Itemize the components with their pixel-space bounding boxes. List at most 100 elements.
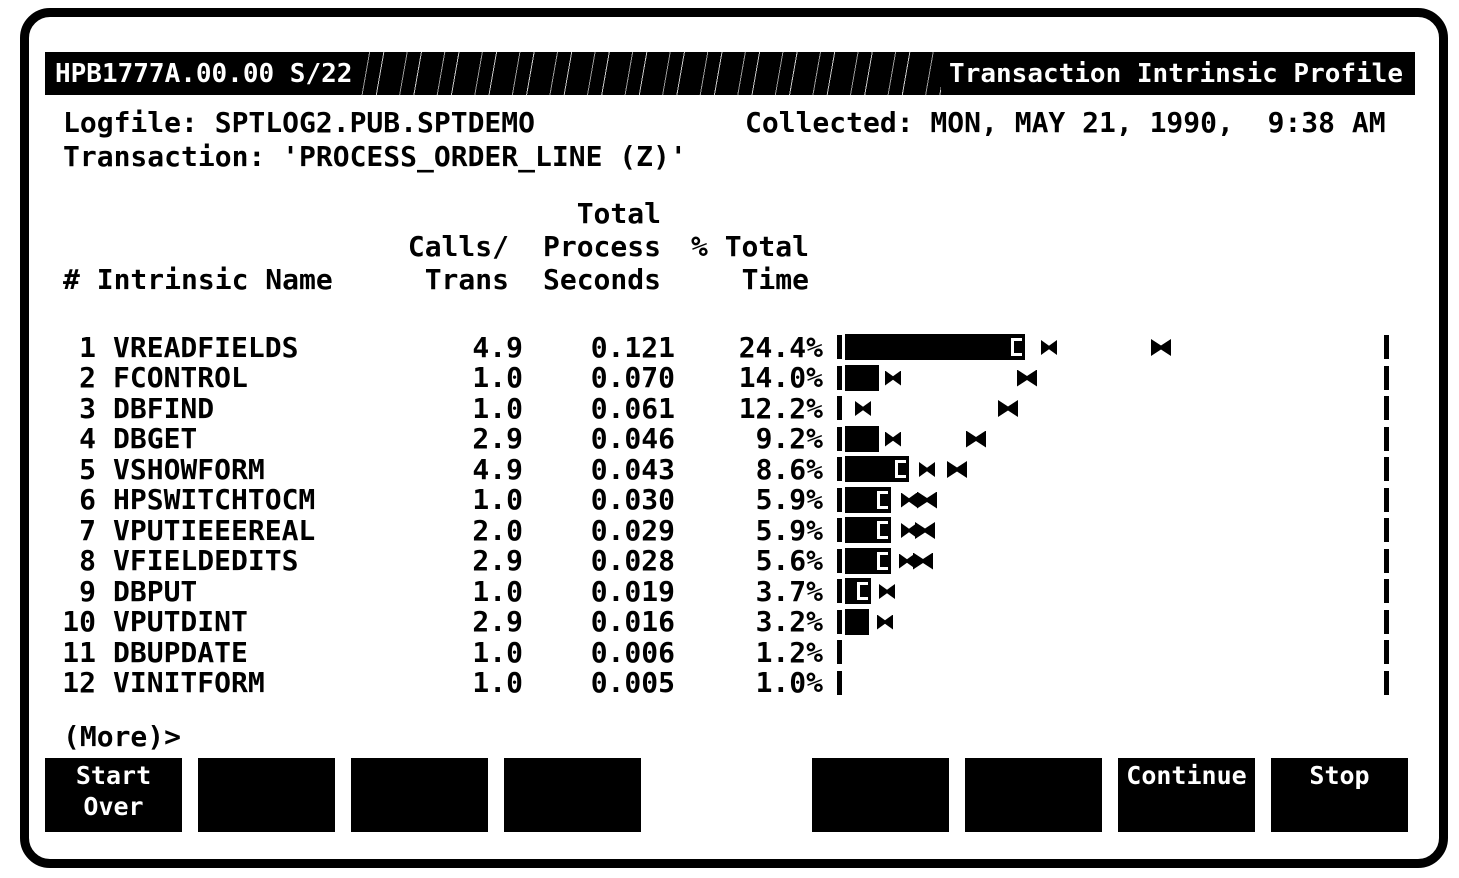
header-row-1: Total	[60, 197, 809, 230]
process-seconds: 0.043	[590, 452, 675, 486]
table-row: 12 VINITFORM 1.0 0.005 1.0%	[60, 666, 1389, 700]
calls-per-trans: 1.0	[472, 635, 523, 669]
chart-left-guide	[837, 487, 842, 512]
table-row: 5 VSHOWFORM 4.9 0.043 8.6%	[60, 452, 1389, 486]
header-row-2: Calls/ Process % Total	[60, 230, 809, 263]
table-row: 7 VPUTIEEEREAL 2.0 0.029 5.9%	[60, 513, 1389, 547]
row-bar-chart	[837, 576, 1389, 607]
process-time-bar	[845, 547, 891, 574]
bar-end-marker-icon	[885, 370, 901, 386]
row-number: 9	[79, 574, 96, 608]
table-header: Total Calls/ Process % Total # Intrinsic…	[60, 197, 809, 296]
row-number: 5	[79, 452, 96, 486]
header-total: Total	[576, 197, 661, 230]
process-seconds: 0.046	[590, 422, 675, 456]
calls-per-trans: 4.9	[472, 330, 523, 364]
calls-per-trans: 2.9	[472, 544, 523, 578]
calls-per-trans: 1.0	[472, 391, 523, 425]
bar-end-marker-icon	[899, 553, 915, 569]
calls-per-trans: 2.9	[472, 605, 523, 639]
intrinsic-name: DBUPDATE	[113, 635, 248, 669]
intrinsic-name: DBFIND	[113, 391, 215, 425]
intrinsic-name: HPSWITCHTOCM	[113, 483, 316, 517]
more-indicator: (More)>	[63, 720, 182, 753]
table-row: 11 DBUPDATE 1.0 0.006 1.2%	[60, 635, 1389, 669]
function-key-label: Continue	[1126, 761, 1247, 790]
row-bar-chart	[837, 637, 1389, 668]
header-process: Process	[542, 230, 661, 263]
collected-line: Collected: MON, MAY 21, 1990, 9:38 AM	[745, 106, 1386, 139]
title-bar: HPB1777A.00.00 S/22 Transaction Intrinsi…	[45, 52, 1415, 95]
page-title: Transaction Intrinsic Profile	[949, 58, 1403, 89]
chart-left-guide	[837, 335, 842, 359]
chart-left-guide	[837, 457, 842, 481]
function-key-f4[interactable]	[504, 758, 641, 832]
table-row: 2 FCONTROL 1.0 0.070 14.0%	[60, 361, 1389, 395]
calls-per-trans: 4.9	[472, 452, 523, 486]
row-bar-chart	[837, 515, 1389, 546]
pct-total-time: 9.2%	[755, 422, 823, 456]
pct-total-time: 14.0%	[738, 361, 823, 395]
star-marker-icon	[966, 430, 986, 448]
intrinsic-name: VINITFORM	[113, 666, 265, 700]
chart-right-guide	[1384, 487, 1389, 512]
function-key-f2[interactable]	[198, 758, 335, 832]
process-seconds: 0.016	[590, 605, 675, 639]
pct-total-time: 1.2%	[755, 635, 823, 669]
pct-total-time: 3.2%	[755, 605, 823, 639]
bar-bracket-mark	[877, 490, 888, 509]
star-marker-icon	[1151, 339, 1171, 356]
function-key-f1[interactable]: Start Over	[45, 758, 182, 832]
header-pct-total: % Total	[690, 230, 809, 263]
screen-bezel	[20, 8, 1448, 868]
pct-total-time: 5.9%	[755, 483, 823, 517]
pct-total-time: 12.2%	[738, 391, 823, 425]
row-number: 2	[79, 361, 96, 395]
pct-total-time: 24.4%	[738, 330, 823, 364]
bar-bracket-mark	[895, 460, 906, 478]
chart-right-guide	[1384, 457, 1389, 481]
process-time-bar	[845, 334, 1025, 360]
bar-end-marker-icon	[901, 523, 917, 538]
star-marker-icon	[917, 491, 937, 509]
pct-total-time: 1.0%	[755, 666, 823, 700]
chart-right-guide	[1384, 518, 1389, 542]
logfile-line: Logfile: SPTLOG2.PUB.SPTDEMO	[63, 106, 536, 139]
row-number: 6	[79, 483, 96, 517]
intrinsic-table: 1 VREADFIELDS 4.9 0.121 24.4% 2 FCONTROL…	[60, 330, 1389, 700]
pct-total-time: 5.6%	[755, 544, 823, 578]
header-trans: Trans	[424, 263, 509, 296]
row-bar-chart	[837, 332, 1389, 363]
function-key-f8[interactable]: Stop	[1271, 758, 1408, 832]
chart-right-guide	[1384, 396, 1389, 420]
bar-end-marker-icon	[885, 431, 901, 447]
chart-right-guide	[1384, 609, 1389, 634]
function-key-f3[interactable]	[351, 758, 488, 832]
chart-right-guide	[1384, 640, 1389, 664]
function-key-f6[interactable]	[965, 758, 1102, 832]
table-row: 8 VFIELDEDITS 2.9 0.028 5.6%	[60, 544, 1389, 578]
calls-per-trans: 2.0	[472, 513, 523, 547]
row-bar-chart	[837, 607, 1389, 638]
chart-left-guide	[837, 396, 842, 420]
bar-bracket-mark	[1011, 338, 1022, 356]
program-banner: HPB1777A.00.00 S/22	[55, 58, 353, 89]
row-number: 4	[79, 422, 96, 456]
process-time-bar	[845, 486, 891, 513]
function-key-f7[interactable]: Continue	[1118, 758, 1255, 832]
function-key-f5[interactable]	[812, 758, 949, 832]
intrinsic-name: VPUTIEEEREAL	[113, 513, 316, 547]
process-time-bar	[845, 364, 879, 391]
pct-total-time: 8.6%	[755, 452, 823, 486]
row-bar-chart	[837, 668, 1389, 699]
calls-per-trans: 1.0	[472, 666, 523, 700]
process-time-bar	[845, 456, 909, 482]
chart-left-guide	[837, 426, 842, 451]
star-marker-icon	[1017, 369, 1037, 387]
chart-left-guide	[837, 548, 842, 573]
intrinsic-name: VSHOWFORM	[113, 452, 265, 486]
star-marker-icon	[947, 461, 967, 478]
chart-left-guide	[837, 609, 842, 634]
process-seconds: 0.019	[590, 574, 675, 608]
